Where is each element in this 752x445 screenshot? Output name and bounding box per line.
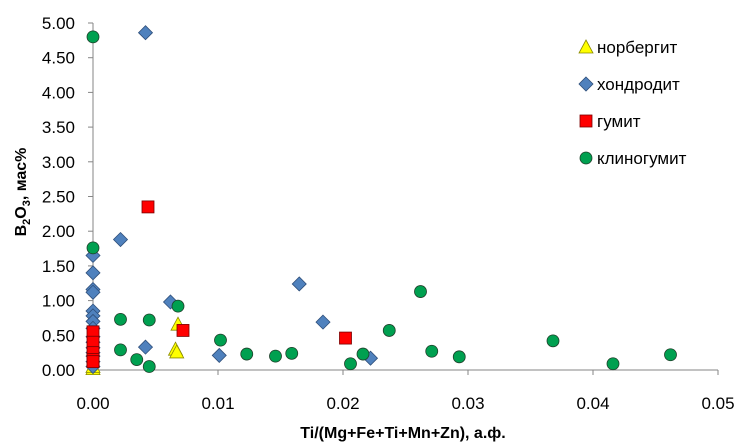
x-tick-label: 0.01 [201,394,234,413]
data-point-diamond [137,339,154,355]
legend-marker-circle [579,151,593,165]
y-tick-label: 4.00 [42,83,75,102]
y-tick-label: 4.50 [42,49,75,68]
data-point-circle [214,333,227,347]
data-point-square [141,200,155,214]
data-point-circle [606,357,620,371]
y-axis-title: B2O3, мас% [13,148,33,237]
legend-item: хондродит [578,75,680,94]
legend-item: норбергит [578,38,677,57]
data-point-circle [114,343,127,357]
series-3 [86,30,677,373]
data-point-diamond [137,25,154,41]
data-point-circle [86,30,100,44]
x-axis-title: Ti/(Mg+Fe+Ti+Mn+Zn), а.ф. [300,425,505,442]
y-tick-label: 3.50 [42,118,75,137]
y-tick-label: 3.00 [42,153,75,172]
data-point-circle [414,285,427,298]
data-point-circle [664,348,677,362]
x-tick-label: 0.05 [701,394,734,413]
data-point-circle [546,334,560,348]
y-tick-label: 2.50 [42,188,75,207]
data-point-circle [285,346,299,360]
data-point-square [339,331,352,345]
x-tick-label: 0.04 [576,394,609,413]
data-point-circle [356,347,370,361]
legend-label: норбергит [597,38,677,57]
data-point-diamond [291,276,307,292]
data-point-circle [269,349,282,363]
data-point-diamond [112,231,129,248]
data-point-circle [240,347,254,361]
y-axis-title-sub1: 2 [21,219,33,225]
data-point-circle [130,353,144,366]
data-point-diamond [85,284,101,300]
x-tick-label: 0.03 [451,394,484,413]
legend-label: гумит [597,112,641,131]
legend-item: гумит [579,112,641,131]
data-point-diamond [315,314,331,330]
data-point-circle [452,350,466,364]
data-point-diamond [211,347,227,363]
data-point-square [86,355,100,369]
legend-item: клиногумит [579,149,687,168]
data-point-circle [425,344,439,358]
data-point-circle [114,312,127,326]
x-tick-label: 0.00 [76,394,109,413]
legend-marker-square [579,114,593,128]
data-point-circle [171,299,185,313]
data-point-circle [142,313,156,327]
data-point-circle [86,241,100,255]
y-tick-label: 1.50 [42,257,75,276]
y-tick-label: 0.50 [42,326,75,345]
data-point-diamond [85,265,101,281]
legend-marker-diamond [578,76,594,92]
legend-label: хондродит [597,75,680,94]
y-tick-label: 0.00 [42,361,75,380]
y-tick-label: 5.00 [42,14,75,33]
legend-marker-triangle [578,39,594,54]
x-tick-label: 0.02 [326,394,359,413]
series-1 [85,25,379,375]
legend-label: клиногумит [597,149,687,168]
data-point-circle [142,360,156,373]
data-point-circle [344,357,357,371]
y-axis-title-prefix: B [13,225,30,237]
y-axis-title-sub2: 3 [21,200,33,206]
y-tick-label: 2.00 [42,222,75,241]
tick-labels: 0.00 0.50 1.00 1.50 2.00 2.50 3.00 3.50 4.00 4.50… [42,14,735,413]
data-point-triangle [169,344,185,359]
y-axis-title-mid: O [13,206,30,218]
data-point-circle [382,324,396,337]
series-0 [85,316,186,376]
data-point-square [176,324,190,337]
data-points [85,25,677,376]
y-tick-label: 1.00 [42,292,75,311]
y-axis-title-suffix: , мас% [13,148,30,201]
series-2 [86,200,352,369]
legend: норбергит хондродит гумит клиногумит [578,38,687,168]
